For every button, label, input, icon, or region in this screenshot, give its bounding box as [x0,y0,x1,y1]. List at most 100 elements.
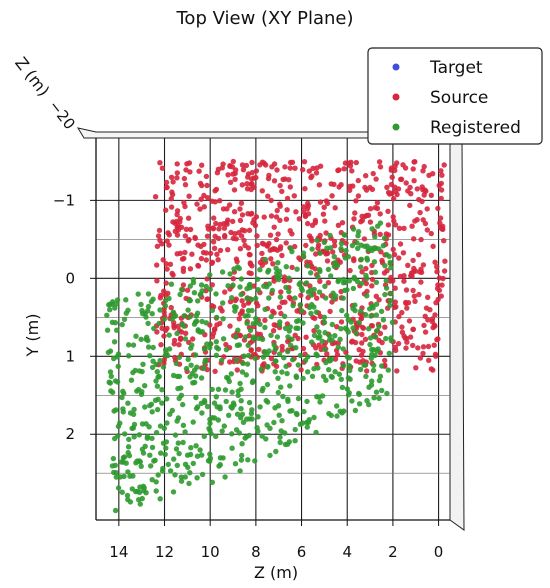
source-point [287,165,293,171]
source-point [395,340,402,347]
source-point [209,282,215,288]
registered-point [228,371,234,377]
source-point [409,223,415,229]
registered-point [334,262,341,269]
source-point [385,222,392,228]
registered-point [149,311,155,317]
source-point [231,209,238,215]
source-point [339,220,346,226]
source-point [183,330,189,336]
registered-point [257,404,263,410]
registered-point [296,317,302,324]
registered-point [305,263,311,269]
registered-point [383,335,389,342]
source-point [204,296,210,302]
registered-point [157,307,163,313]
source-point [254,233,260,239]
registered-point [235,327,241,333]
registered-point [190,276,196,283]
source-point [433,300,439,306]
registered-point [110,389,116,396]
source-point [154,329,160,335]
registered-point [185,356,191,362]
source-point [411,265,417,272]
registered-point [356,319,362,326]
source-point [349,168,355,174]
registered-point [172,472,178,478]
registered-point [119,394,125,401]
registered-point [235,392,241,399]
registered-point [276,322,283,328]
source-point [279,188,285,195]
source-point [441,268,448,274]
source-point [241,228,248,234]
source-point [217,247,224,254]
source-point [313,345,319,351]
registered-point [168,281,175,287]
source-point [410,287,416,294]
source-point [432,259,438,265]
registered-point [115,423,122,430]
source-point [420,344,427,350]
registered-point [112,507,119,514]
source-point [222,234,228,240]
registered-point [246,352,252,359]
registered-point [173,446,180,452]
registered-point [127,473,133,479]
registered-point [237,468,243,474]
registered-point [311,414,317,421]
registered-point [118,459,125,465]
registered-point [145,303,152,310]
source-point [271,224,277,230]
registered-point [192,352,199,358]
registered-point [162,303,169,309]
registered-point [198,375,205,381]
source-point [172,228,178,234]
source-point [399,309,405,316]
registered-point [133,488,139,495]
legend-label-source: Source [430,88,488,108]
registered-point [264,381,271,388]
registered-point [352,407,359,414]
source-point [279,299,285,306]
registered-point [305,419,312,426]
source-point [394,368,400,374]
registered-point [268,313,274,320]
registered-point [301,408,307,415]
source-point [421,322,427,329]
registered-point [322,346,328,353]
registered-point [321,239,327,246]
source-point [410,166,416,172]
registered-point [126,353,132,359]
source-point [310,165,316,172]
source-point [253,168,260,174]
source-point [392,188,399,195]
source-point [174,161,180,167]
source-point [382,324,388,330]
x-tick-labels: 14 12 10 8 6 4 2 0 [109,520,443,561]
registered-point [166,346,173,352]
source-point [298,292,304,299]
registered-point [160,364,167,370]
registered-point [375,346,381,352]
registered-point [242,334,249,340]
registered-point [193,405,200,412]
source-point [190,336,196,342]
registered-point [339,384,346,391]
source-point [332,356,339,362]
source-point [425,343,432,350]
source-point [160,257,166,263]
source-point [259,240,266,247]
registered-point [284,370,290,377]
source-point [403,345,409,351]
source-point [312,217,319,224]
registered-point [328,273,334,279]
registered-point [178,474,184,480]
registered-point [225,375,231,381]
registered-point [383,285,390,291]
source-point [419,184,425,190]
registered-point [201,397,208,404]
registered-point [125,400,131,406]
registered-point [256,335,262,341]
